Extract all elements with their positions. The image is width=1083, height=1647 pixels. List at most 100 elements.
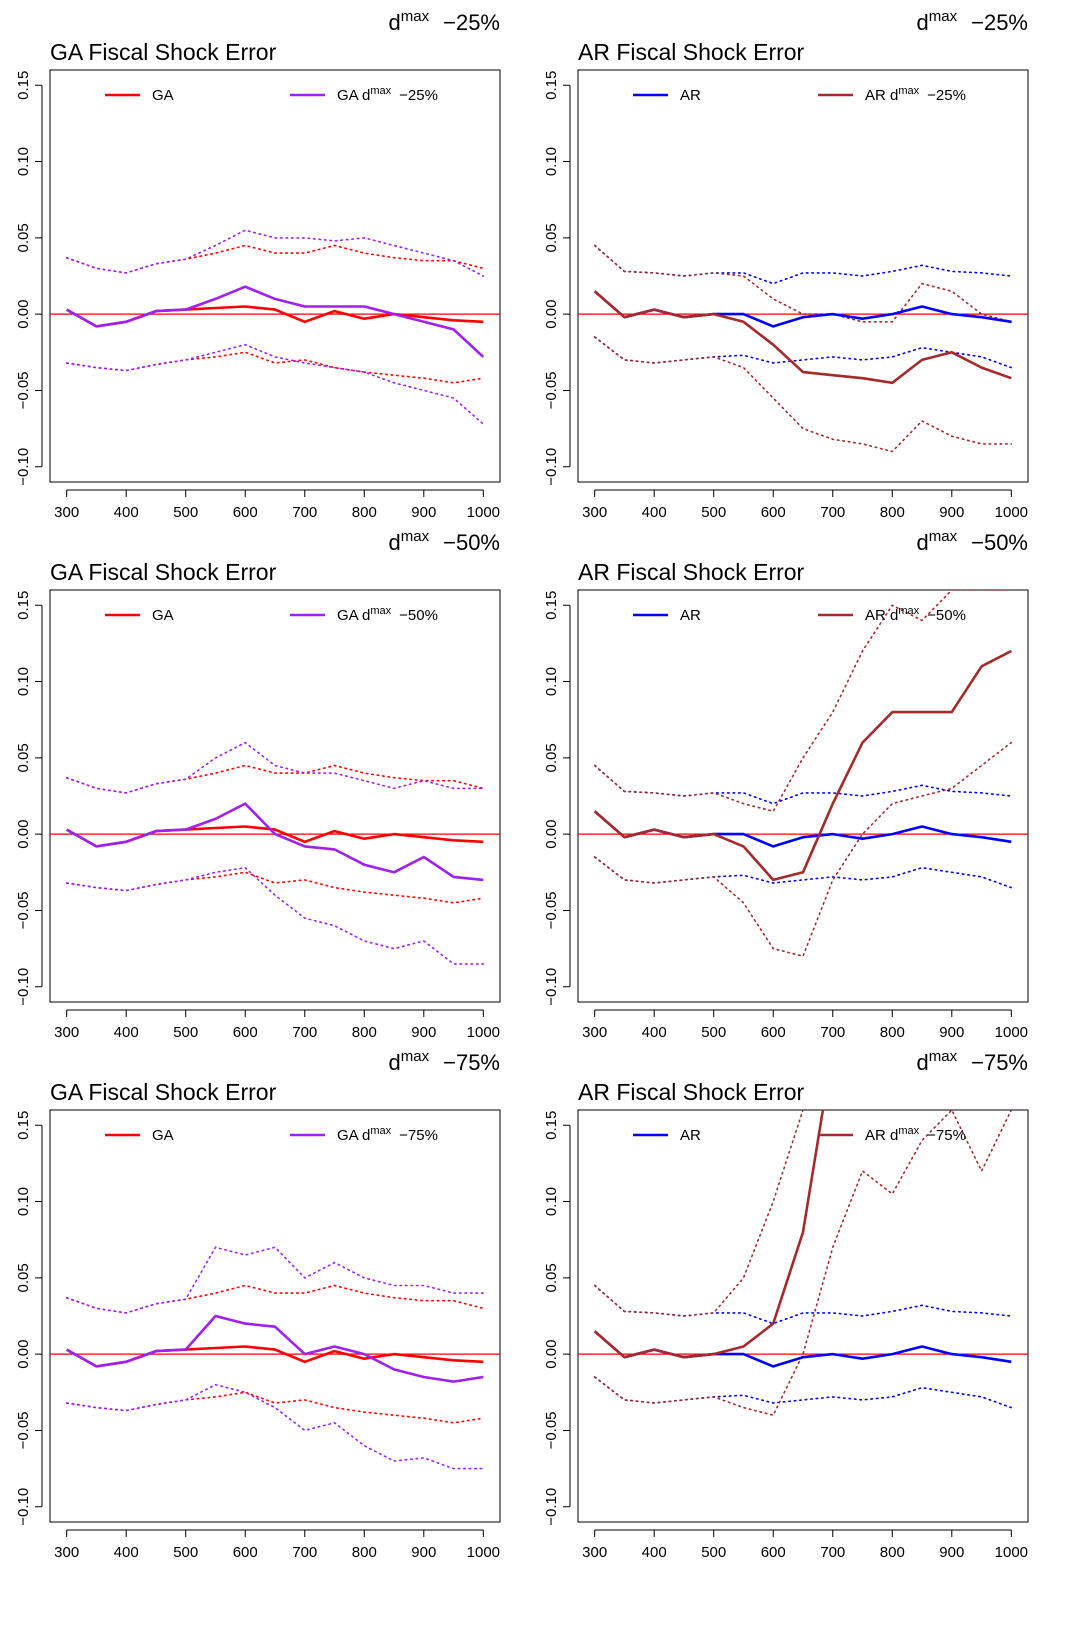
y-tick-label: 0.00: [543, 300, 560, 329]
legend-label: AR dmax −25%: [865, 85, 966, 104]
annotation-base: d: [389, 530, 401, 555]
plot-area: [50, 229, 500, 425]
annotation-sup: max: [929, 8, 958, 25]
y-tick-label: −0.05: [15, 891, 32, 929]
legend-name: GA d: [337, 607, 370, 624]
y-tick-label: 0.00: [15, 1340, 32, 1369]
legend-label: GA: [152, 1127, 174, 1144]
legend-sup: max: [370, 85, 391, 97]
y-tick-label: 0.15: [15, 591, 32, 620]
series-line: [66, 825, 484, 848]
legend-label: AR: [680, 607, 701, 624]
y-tick-label: 0.15: [543, 71, 560, 100]
y-tick-label: 0.00: [543, 1340, 560, 1369]
legend-name: GA d: [337, 87, 370, 104]
plot-area: [50, 1246, 500, 1470]
plot-area: [578, 1110, 1028, 1417]
legend-sup: max: [370, 1125, 391, 1137]
band-upper: [65, 1246, 485, 1314]
plot-frame: [49, 1109, 501, 1523]
y-tick-label: 0.15: [543, 591, 560, 620]
x-tick-label: 1000: [467, 1544, 500, 1561]
legend-name: AR d: [865, 1127, 898, 1144]
legend-name: AR: [680, 607, 701, 624]
y-tick-label: −0.10: [543, 448, 560, 486]
legend-sup: max: [898, 1125, 919, 1137]
x-tick-label: 400: [642, 1024, 667, 1041]
x-tick-label: 400: [114, 1024, 139, 1041]
x-tick-label: 800: [880, 1024, 905, 1041]
legend-after: −25%: [399, 87, 438, 104]
x-tick-label: 800: [880, 504, 905, 521]
legend-name: AR d: [865, 607, 898, 624]
band-upper: [593, 244, 1013, 285]
band-upper: [593, 1110, 804, 1317]
y-tick-label: −0.10: [15, 1488, 32, 1526]
y-tick-label: −0.05: [543, 1411, 560, 1449]
x-tick-label: 600: [233, 1544, 258, 1561]
x-tick-label: 700: [292, 1544, 317, 1561]
plot-frame: [577, 69, 1029, 483]
band-lower: [593, 1376, 1013, 1409]
x-tick-label: 800: [352, 1024, 377, 1041]
y-tick-label: 0.05: [543, 223, 560, 252]
y-tick-label: 0.00: [15, 820, 32, 849]
x-tick-label: 1000: [467, 504, 500, 521]
y-tick-label: 0.10: [543, 147, 560, 176]
y-tick-label: 0.10: [15, 147, 32, 176]
y-tick-label: −0.05: [543, 371, 560, 409]
x-tick-label: 500: [701, 504, 726, 521]
series-line: [66, 305, 484, 328]
x-tick-label: 600: [761, 1024, 786, 1041]
series-line: [593, 1110, 825, 1359]
x-tick-label: 300: [54, 1024, 79, 1041]
plot-frame: [577, 1109, 1029, 1523]
x-tick-label: 1000: [995, 1544, 1028, 1561]
chart-title: AR Fiscal Shock Error: [578, 1079, 805, 1105]
y-tick-label: 0.05: [15, 223, 32, 252]
x-tick-label: 300: [54, 504, 79, 521]
y-tick-label: −0.05: [15, 371, 32, 409]
legend-label: GA: [152, 87, 174, 104]
series-line: [593, 810, 1012, 848]
x-tick-label: 500: [701, 1544, 726, 1561]
legend-sup: max: [898, 85, 919, 97]
legend-name: GA: [152, 607, 174, 624]
x-tick-label: 300: [582, 1544, 607, 1561]
x-tick-label: 900: [411, 504, 436, 521]
x-tick-label: 700: [292, 504, 317, 521]
legend-label: AR: [680, 87, 701, 104]
legend-label: AR: [680, 1127, 701, 1144]
plot-frame: [49, 69, 501, 483]
series-line: [66, 285, 485, 358]
y-tick-label: 0.10: [543, 667, 560, 696]
x-tick-label: 900: [939, 1544, 964, 1561]
x-tick-label: 500: [701, 1024, 726, 1041]
y-tick-label: 0.05: [543, 743, 560, 772]
annotation-after: −25%: [971, 10, 1028, 35]
annotation: dmax −75%: [917, 1048, 1028, 1075]
x-tick-label: 500: [173, 1544, 198, 1561]
annotation-after: −75%: [443, 1050, 500, 1075]
annotation: dmax −50%: [917, 528, 1028, 555]
x-tick-label: 1000: [995, 504, 1028, 521]
band-upper: [593, 1284, 1013, 1325]
annotation-sup: max: [929, 528, 958, 545]
legend-label: AR dmax −75%: [865, 1125, 966, 1144]
band-lower: [65, 343, 485, 425]
x-tick-label: 800: [352, 1544, 377, 1561]
series-line: [66, 1314, 484, 1383]
series-line: [593, 290, 1012, 328]
series-line: [66, 802, 484, 882]
legend-name: GA: [152, 87, 174, 104]
band-upper: [65, 1284, 485, 1314]
y-tick-label: −0.10: [15, 448, 32, 486]
x-tick-label: 500: [173, 504, 198, 521]
annotation-after: −50%: [971, 530, 1028, 555]
annotation-base: d: [917, 1050, 929, 1075]
annotation-base: d: [917, 10, 929, 35]
